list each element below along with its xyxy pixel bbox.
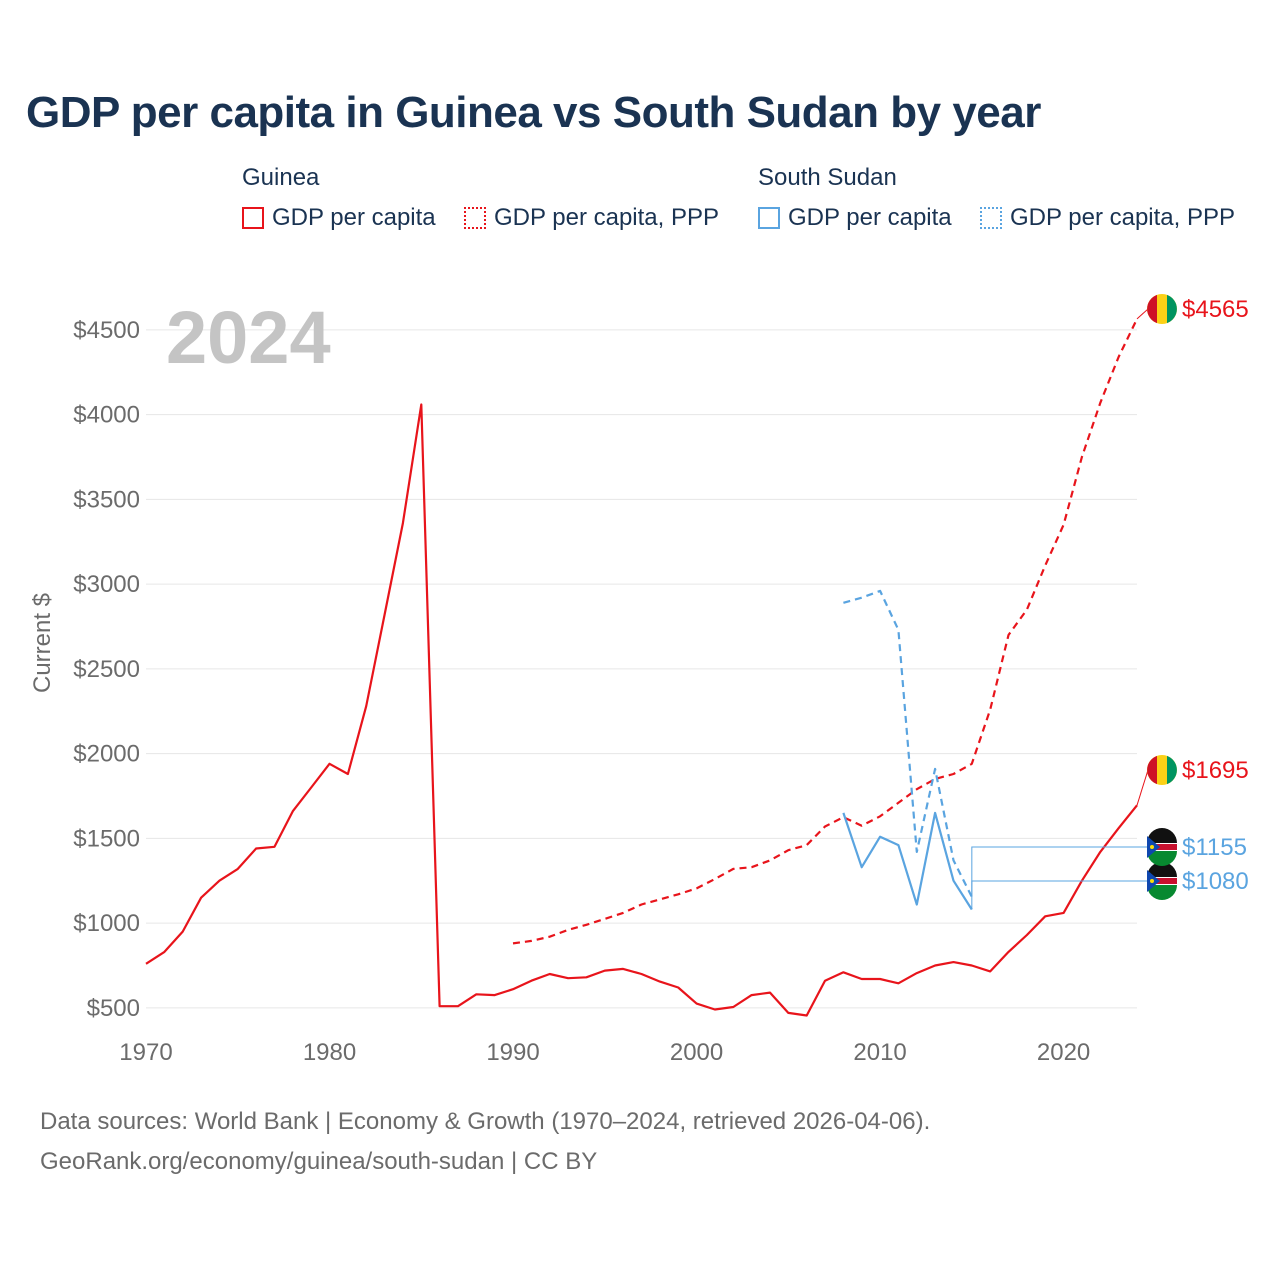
south-sudan-flag-star — [1150, 845, 1154, 849]
legend-item-south-sudan-ppp[interactable]: GDP per capita, PPP — [980, 204, 1235, 232]
x-tick-label: 1990 — [486, 1039, 539, 1066]
legend-swatch-guinea-gdp — [242, 207, 264, 229]
south-sudan-flag-green-band — [1147, 885, 1177, 900]
y-tick-label: $3500 — [73, 486, 140, 513]
x-tick-label: 2000 — [670, 1039, 723, 1066]
guinea-flag-green-band — [1167, 294, 1177, 324]
chart-title: GDP per capita in Guinea vs South Sudan … — [26, 88, 1041, 137]
year-watermark: 2024 — [166, 296, 331, 379]
footer-sources: Data sources: World Bank | Economy & Gro… — [40, 1108, 931, 1135]
legend-swatch-south-sudan-ppp — [980, 207, 1002, 229]
footer-attribution: GeoRank.org/economy/guinea/south-sudan |… — [40, 1148, 598, 1175]
y-tick-label: $3000 — [73, 571, 140, 598]
legend-label-south-sudan-gdp: GDP per capita — [788, 204, 952, 231]
series-line-south_sudan-gdp — [842, 811, 973, 911]
legend-label-guinea-ppp: GDP per capita, PPP — [494, 204, 719, 231]
legend-guinea-title: Guinea — [242, 164, 320, 191]
x-tick-label: 2010 — [853, 1039, 906, 1066]
y-tick-label: $4000 — [73, 402, 140, 429]
south-sudan-flag-black-band — [1147, 862, 1177, 877]
south-sudan-flag-green-band — [1147, 851, 1177, 866]
guinea-flag-red-band — [1147, 294, 1157, 324]
y-tick-label: $2500 — [73, 656, 140, 683]
guinea-flag-green-band — [1167, 755, 1177, 785]
x-tick-label: 1980 — [303, 1039, 356, 1066]
y-tick-label: $500 — [87, 995, 140, 1022]
series-line-guinea-ppp — [512, 318, 1138, 945]
legend-item-south-sudan-gdp[interactable]: GDP per capita — [758, 204, 952, 232]
y-tick-label: $4500 — [73, 317, 140, 344]
legend-label-south-sudan-ppp: GDP per capita, PPP — [1010, 204, 1235, 231]
south-sudan-flag-red-band — [1147, 844, 1177, 850]
guinea-flag-red-band — [1147, 755, 1157, 785]
end-label-connector — [971, 846, 1148, 897]
y-tick-label: $2000 — [73, 741, 140, 768]
end-value-label: $1080 — [1182, 868, 1249, 895]
series-line-south_sudan-ppp — [843, 589, 973, 898]
south-sudan-flag-red-band — [1147, 878, 1177, 884]
legend-swatch-south-sudan-gdp — [758, 207, 780, 229]
end-value-label: $1155 — [1182, 834, 1247, 861]
y-axis-label: Current $ — [29, 593, 56, 693]
legend-south-sudan-title: South Sudan — [758, 164, 897, 191]
legend-item-guinea-gdp[interactable]: GDP per capita — [242, 204, 436, 232]
end-label-connector — [1136, 308, 1149, 320]
y-tick-label: $1500 — [73, 825, 140, 852]
x-tick-label: 1970 — [119, 1039, 172, 1066]
legend-item-guinea-ppp[interactable]: GDP per capita, PPP — [464, 204, 719, 232]
series-line-guinea-gdp — [145, 403, 1138, 1017]
x-tick-label: 2020 — [1037, 1039, 1090, 1066]
end-label-connector — [1136, 769, 1149, 806]
end-value-label: $1695 — [1182, 757, 1249, 784]
legend-swatch-guinea-ppp — [464, 207, 486, 229]
south-sudan-flag-black-band — [1147, 828, 1177, 843]
y-tick-label: $1000 — [73, 910, 140, 937]
legend-label-guinea-gdp: GDP per capita — [272, 204, 436, 231]
end-label-connector — [971, 880, 1148, 910]
south-sudan-flag-star — [1150, 879, 1154, 883]
end-value-label: $4565 — [1182, 296, 1249, 323]
